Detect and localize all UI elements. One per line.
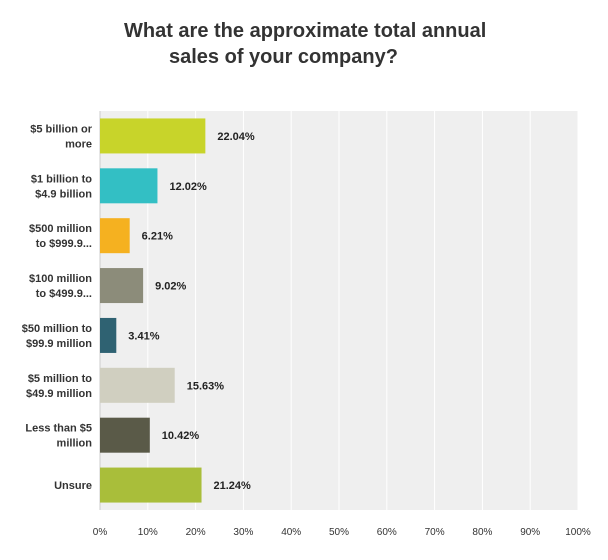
x-tick-label: 80% — [472, 527, 492, 538]
bar — [100, 218, 130, 254]
category-label: to $499.9... — [36, 288, 92, 300]
bar — [100, 467, 202, 503]
x-tick-label: 60% — [377, 527, 397, 538]
category-label: more — [65, 138, 92, 150]
category-label: Unsure — [54, 480, 92, 492]
x-tick-label: 40% — [281, 527, 301, 538]
category-label: $99.9 million — [26, 338, 92, 350]
category-label: $100 million — [29, 273, 92, 285]
x-tick-label: 50% — [329, 527, 349, 538]
bar — [100, 168, 158, 204]
category-label: $5 billion or — [30, 123, 92, 135]
category-label: Less than $5 — [25, 423, 92, 435]
chart-title-line-2: sales of your company? — [169, 46, 398, 68]
x-tick-label: 20% — [186, 527, 206, 538]
bar — [100, 367, 175, 403]
chart-title-line-1: What are the approximate total annual — [124, 20, 487, 42]
category-label: $5 million to — [28, 373, 92, 385]
category-label: $49.9 million — [26, 388, 92, 400]
x-tick-label: 70% — [425, 527, 445, 538]
category-label: to $999.9... — [36, 238, 92, 250]
bar — [100, 118, 206, 154]
data-label: 21.24% — [214, 480, 252, 492]
x-tick-label: 100% — [565, 527, 591, 538]
data-label: 12.02% — [169, 181, 207, 193]
category-label: million — [57, 438, 93, 450]
x-tick-label: 30% — [233, 527, 253, 538]
data-label: 3.41% — [128, 330, 159, 342]
data-label: 6.21% — [142, 231, 173, 243]
chart-title: What are the approximate total annual sa… — [0, 18, 608, 78]
category-label: $500 million — [29, 223, 92, 235]
data-label: 10.42% — [162, 430, 200, 442]
bar — [100, 268, 144, 304]
category-label: $50 million to — [22, 323, 93, 335]
category-label: $4.9 billion — [35, 188, 92, 200]
category-label: $1 billion to — [31, 173, 92, 185]
data-label: 22.04% — [217, 131, 255, 143]
bar — [100, 417, 150, 453]
data-label: 9.02% — [155, 281, 186, 293]
bar — [100, 317, 117, 353]
x-tick-label: 10% — [138, 527, 158, 538]
x-tick-label: 0% — [93, 527, 108, 538]
x-tick-label: 90% — [520, 527, 540, 538]
data-label: 15.63% — [187, 380, 225, 392]
